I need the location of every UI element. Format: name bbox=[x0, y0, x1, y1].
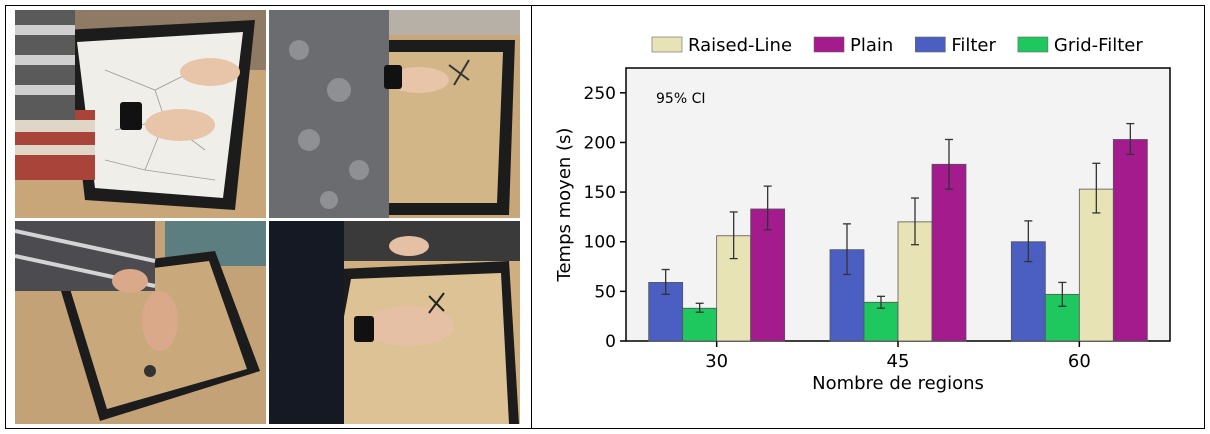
y-tick-label: 50 bbox=[594, 282, 616, 302]
bar-plain-30 bbox=[750, 208, 786, 342]
photo-bottom-left bbox=[15, 221, 266, 424]
y-tick-label: 250 bbox=[584, 84, 616, 104]
legend-swatch-plain bbox=[813, 36, 845, 53]
y-axis-label: Temps moyen (s) bbox=[554, 128, 575, 283]
bar-plain-60 bbox=[1112, 139, 1148, 342]
legend-swatch-filter bbox=[915, 36, 946, 53]
x-axis: 30 45 60 bbox=[705, 341, 1091, 372]
y-tick-label: 150 bbox=[584, 183, 616, 203]
legend: Raised-Line Plain Filter Grid-Filter bbox=[651, 35, 1143, 56]
legend-swatch-grid-filter bbox=[1017, 36, 1049, 53]
x-tick-label: 60 bbox=[1068, 351, 1091, 372]
photo-grid bbox=[15, 10, 520, 424]
bar-plain-45 bbox=[931, 163, 967, 342]
ci-annotation: 95% CI bbox=[656, 91, 705, 107]
y-tick-label: 200 bbox=[584, 133, 616, 153]
x-tick-label: 30 bbox=[705, 351, 728, 372]
x-axis-label: Nombre de regions bbox=[812, 373, 984, 394]
legend-label-plain: Plain bbox=[850, 35, 893, 56]
chart-svg: Raised-Line Plain Filter Grid-Filter 0 50 100… bbox=[554, 35, 1171, 394]
photo-top-right bbox=[269, 10, 520, 218]
legend-label-raised-line: Raised-Line bbox=[688, 35, 792, 56]
bars bbox=[648, 122, 1148, 342]
legend-label-filter: Filter bbox=[951, 35, 996, 56]
y-tick-label: 100 bbox=[584, 233, 616, 253]
x-tick-label: 45 bbox=[887, 351, 910, 372]
photo-top-left bbox=[15, 10, 266, 218]
bar-grid-filter-30 bbox=[682, 307, 718, 342]
panel-divider bbox=[531, 6, 532, 428]
photo-bottom-right bbox=[269, 221, 520, 424]
bar-chart: Raised-Line Plain Filter Grid-Filter 0 50 100… bbox=[530, 8, 1200, 424]
y-tick-label: 0 bbox=[605, 332, 616, 352]
legend-label-grid-filter: Grid-Filter bbox=[1054, 35, 1143, 56]
y-axis: 0 50 100 150 200 250 bbox=[584, 84, 626, 352]
legend-swatch-raised-line bbox=[651, 36, 683, 53]
